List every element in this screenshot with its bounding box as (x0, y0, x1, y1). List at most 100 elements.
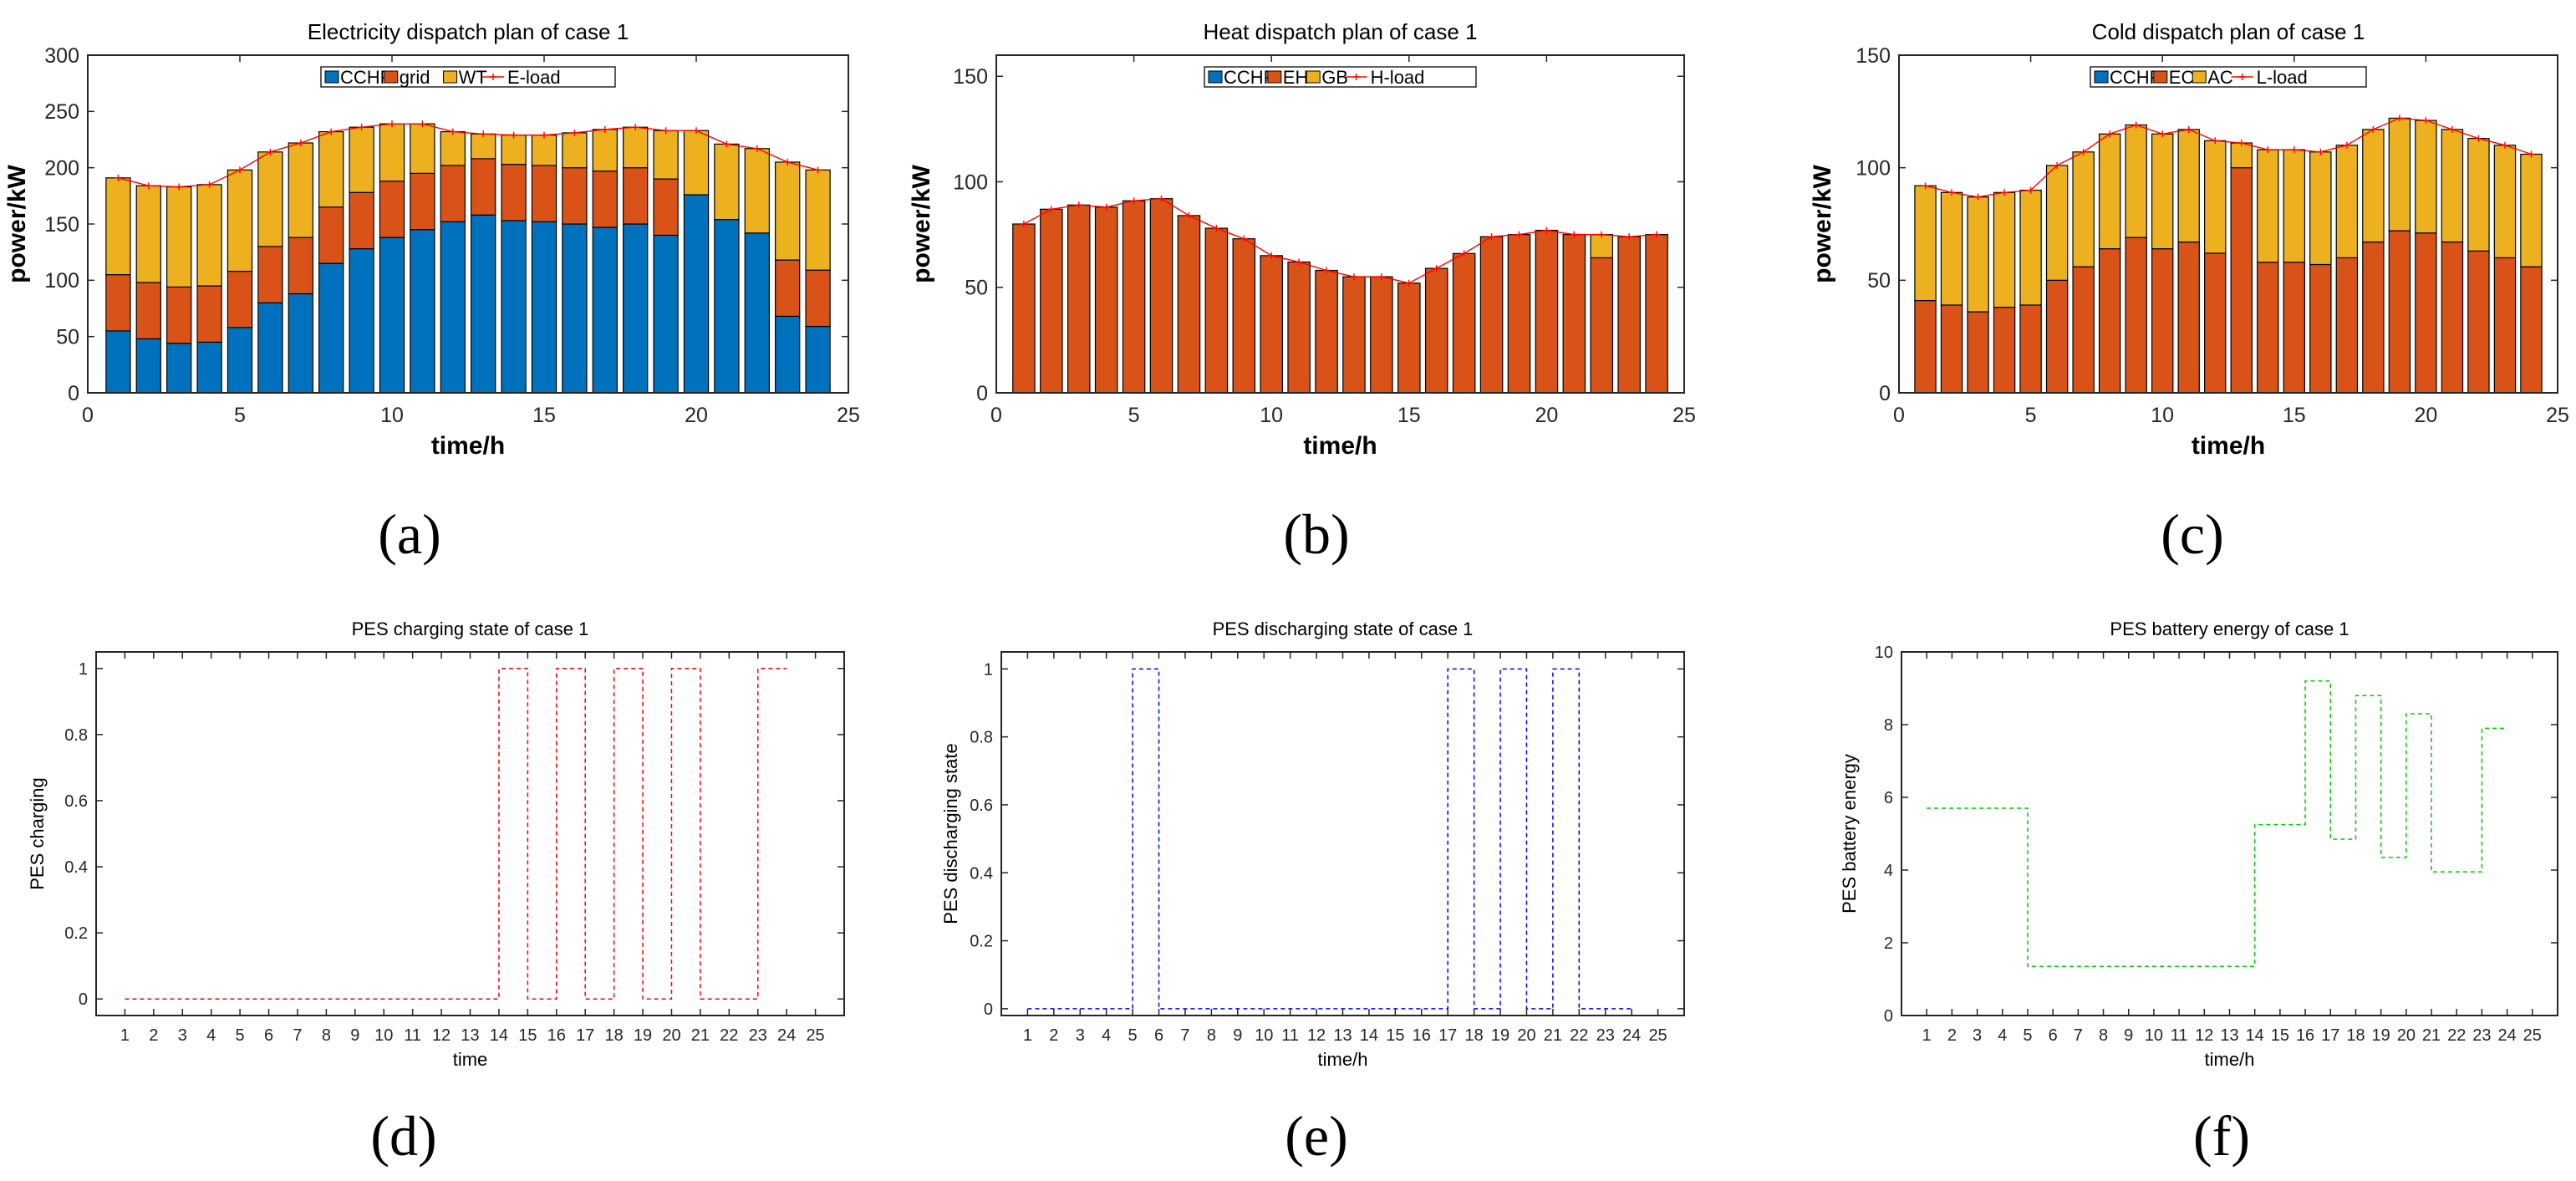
load-marker (1377, 273, 1385, 281)
bar-eh (1067, 204, 1091, 394)
bar-eh (1370, 276, 1393, 394)
bar-eh (1424, 267, 1448, 394)
y-tick-label: 0 (1879, 382, 1891, 405)
bar-grid (379, 181, 405, 238)
bar-cchp (592, 227, 618, 394)
bar-cchp (683, 194, 710, 394)
bar-cchp (775, 315, 801, 394)
x-tick-label: 22 (2447, 1026, 2466, 1045)
y-tick-label: 0 (68, 382, 79, 405)
x-tick-label: 18 (604, 1026, 623, 1045)
load-marker (328, 128, 335, 135)
legend-load-marker (2238, 74, 2246, 80)
bar-ec (2204, 252, 2227, 394)
x-tick-label: 16 (547, 1026, 566, 1045)
bar-ec (2019, 304, 2042, 394)
bar-wt (349, 126, 374, 193)
bar-cchp (744, 232, 770, 394)
bar-wt (410, 123, 435, 175)
bar-wt (501, 135, 527, 165)
y-tick-label: 50 (1867, 269, 1891, 293)
bar-wt (257, 151, 283, 247)
y-tick-label: 100 (953, 171, 988, 194)
x-tick-label: 25 (806, 1026, 824, 1045)
load-marker (297, 140, 304, 147)
bar-ac (2257, 149, 2279, 263)
panel-a: 0 5 10 15 20 25 0 50 100 150 200 250 300 Electricity … (0, 0, 861, 585)
load-marker (601, 125, 608, 133)
x-tick-label: 10 (374, 1026, 393, 1045)
bar-ac (2019, 190, 2042, 306)
y-tick-label: 150 (953, 65, 988, 89)
x-tick-label: 3 (1076, 1026, 1085, 1045)
y-tick-label: 0.6 (64, 792, 88, 811)
x-tick-label: 5 (1128, 1026, 1138, 1045)
x-tick-label: 12 (1307, 1026, 1326, 1045)
y-tick-label: 0 (79, 990, 88, 1009)
bar-wt (318, 130, 344, 208)
plot-frame (1000, 651, 1685, 1016)
x-tick-label: 24 (1622, 1026, 1641, 1045)
panel-label-a: (a) (378, 502, 441, 566)
x-tick-label: 10 (2145, 1026, 2163, 1045)
load-marker (510, 131, 517, 139)
load-marker (389, 120, 395, 128)
load-marker (1948, 189, 1956, 196)
x-tick-label: 13 (2220, 1026, 2238, 1045)
x-tick-label: 14 (490, 1026, 508, 1045)
x-tick-label: 14 (2246, 1026, 2264, 1045)
bar-eh (1177, 215, 1201, 394)
x-tick-label: 11 (2171, 1026, 2188, 1045)
bar-grid (105, 274, 131, 332)
bar-eh (1287, 261, 1311, 394)
chart-d: 1 2 3 4 5 6 7 8 9 10 11 12 13 14 15 16 17 18 19 20 21 22 23 24 2… (27, 618, 845, 1070)
bar-eh (1562, 234, 1586, 394)
load-marker (358, 124, 365, 131)
x-tick-label: 12 (432, 1026, 451, 1045)
x-tick-label: 11 (404, 1026, 421, 1045)
panel-b: 0 5 10 15 20 25 0 50 100 150 Heat dispatch plan of… (861, 0, 1722, 585)
load-marker (1515, 231, 1523, 238)
y-tick-label: 100 (44, 269, 79, 293)
x-tick-label: 9 (2124, 1026, 2133, 1045)
y-axis-label: power/kW (3, 164, 31, 283)
bar-cchp (105, 330, 131, 394)
x-tick-label: 24 (2497, 1026, 2516, 1045)
x-tick-label: 10 (1260, 404, 1283, 427)
y-tick-label: 2 (1884, 934, 1893, 953)
load-marker (1433, 265, 1440, 272)
bar-ec (2072, 266, 2095, 394)
load-marker (1296, 258, 1303, 266)
chart-title: Heat dispatch plan of case 1 (1203, 19, 1477, 44)
bar-ac (2362, 129, 2385, 243)
load-marker (2264, 146, 2272, 154)
legend-swatch-ac (2192, 70, 2207, 84)
legend-label-ac: AC (2207, 67, 2233, 88)
legend-swatch-ec (2153, 70, 2168, 84)
bar-grid (349, 191, 374, 250)
bar-ac (1993, 191, 2016, 308)
x-tick-label: 3 (1973, 1026, 1982, 1045)
bar-eh (1204, 227, 1229, 394)
bar-cchp (653, 234, 679, 394)
y-tick-label: 0.4 (64, 858, 88, 877)
y-tick-label: 1 (984, 660, 993, 679)
bar-eh (1122, 200, 1146, 394)
plot-frame (87, 54, 849, 394)
legend-box (320, 66, 616, 88)
bar-ec (2230, 167, 2253, 394)
bar-eh (1617, 236, 1641, 394)
bar-wt (562, 132, 588, 169)
panel-label-b: (b) (1283, 502, 1350, 566)
bar-cchp (471, 214, 496, 394)
bar-ec (1914, 299, 1937, 394)
load-marker (1323, 267, 1331, 274)
bar-gb (1590, 234, 1614, 258)
bar-ac (2045, 165, 2069, 281)
y-axis-label: PES battery energy (1839, 754, 1860, 914)
bar-cchp (166, 343, 192, 394)
load-marker (2448, 125, 2456, 133)
x-tick-label: 5 (2025, 404, 2037, 427)
bar-cchp (349, 248, 374, 394)
panel-c: 0 5 10 15 20 25 0 50 100 150 Cold dispatch plan of… (1722, 0, 2576, 585)
